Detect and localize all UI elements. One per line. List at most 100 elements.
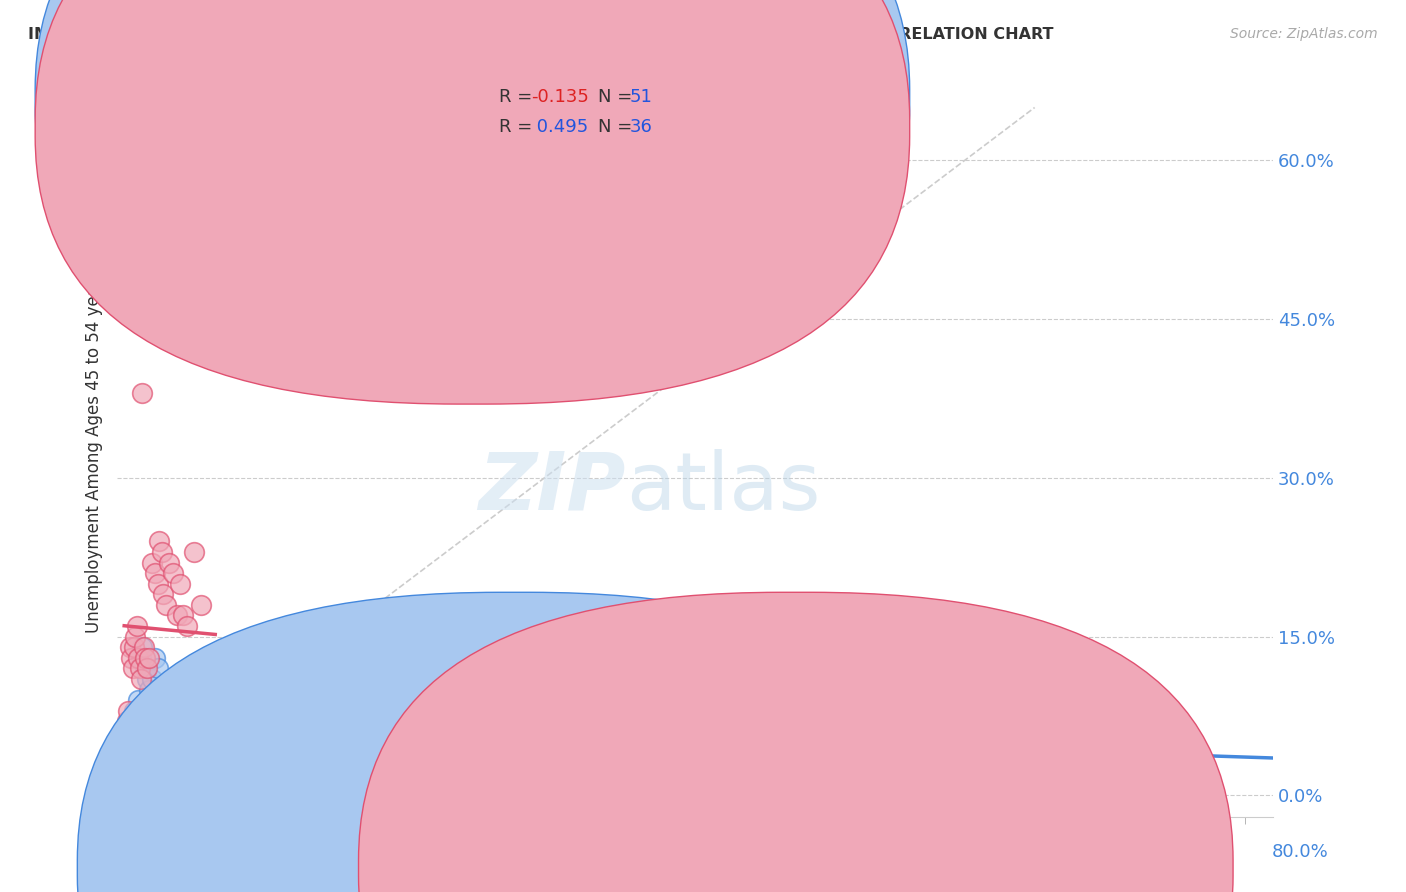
Text: 0.495: 0.495 bbox=[531, 118, 589, 136]
Point bbox=[309, 746, 332, 760]
Point bbox=[239, 756, 262, 771]
Point bbox=[121, 735, 143, 749]
Point bbox=[131, 640, 153, 655]
Point bbox=[115, 746, 138, 760]
Point bbox=[148, 693, 170, 707]
Point bbox=[128, 714, 150, 729]
Point bbox=[218, 735, 240, 749]
Point bbox=[211, 746, 233, 760]
Point bbox=[190, 746, 212, 760]
Point bbox=[176, 619, 198, 633]
Point bbox=[172, 608, 194, 623]
Text: R =: R = bbox=[499, 118, 538, 136]
Point bbox=[281, 746, 304, 760]
Point bbox=[114, 724, 136, 739]
Point bbox=[232, 714, 254, 729]
Point bbox=[117, 704, 139, 718]
Point bbox=[120, 714, 142, 729]
Point bbox=[122, 704, 145, 718]
Point bbox=[152, 587, 174, 601]
Text: N =: N = bbox=[598, 118, 637, 136]
Point bbox=[146, 576, 169, 591]
Point bbox=[121, 661, 143, 675]
Point bbox=[124, 630, 146, 644]
Point bbox=[150, 545, 173, 559]
Point bbox=[125, 724, 148, 739]
Point bbox=[129, 672, 152, 686]
Point bbox=[183, 735, 205, 749]
Point bbox=[114, 735, 136, 749]
Point bbox=[155, 693, 177, 707]
Point bbox=[157, 556, 180, 570]
Point bbox=[134, 661, 156, 675]
Point bbox=[422, 746, 444, 760]
Text: N =: N = bbox=[598, 88, 637, 106]
Text: 0.0%: 0.0% bbox=[91, 843, 136, 861]
Point bbox=[267, 735, 290, 749]
Point bbox=[143, 650, 166, 665]
Point bbox=[176, 724, 198, 739]
Point bbox=[121, 724, 143, 739]
Point bbox=[148, 534, 170, 549]
Text: atlas: atlas bbox=[626, 449, 820, 527]
Point bbox=[117, 724, 139, 739]
Point bbox=[197, 682, 219, 697]
Text: Source: ZipAtlas.com: Source: ZipAtlas.com bbox=[1230, 27, 1378, 41]
Point bbox=[204, 746, 226, 760]
Point bbox=[157, 682, 180, 697]
Point bbox=[394, 735, 416, 749]
Point bbox=[118, 735, 141, 749]
Point bbox=[122, 640, 145, 655]
Point bbox=[883, 735, 905, 749]
Point bbox=[204, 682, 226, 697]
Point bbox=[138, 682, 160, 697]
Point bbox=[118, 640, 141, 655]
Point bbox=[166, 608, 188, 623]
Text: R =: R = bbox=[499, 88, 538, 106]
Point bbox=[190, 598, 212, 612]
Point bbox=[1094, 756, 1116, 771]
Text: Immigrants from Philippines: Immigrants from Philippines bbox=[537, 859, 772, 877]
Point bbox=[117, 756, 139, 771]
Point bbox=[128, 661, 150, 675]
Text: 36: 36 bbox=[630, 118, 652, 136]
Point bbox=[172, 714, 194, 729]
Text: Welsh: Welsh bbox=[818, 859, 868, 877]
Text: IMMIGRANTS FROM PHILIPPINES VS WELSH UNEMPLOYMENT AMONG AGES 45 TO 54 YEARS CORR: IMMIGRANTS FROM PHILIPPINES VS WELSH UNE… bbox=[28, 27, 1053, 42]
Point bbox=[120, 650, 142, 665]
Point bbox=[366, 746, 388, 760]
Point bbox=[253, 735, 276, 749]
Point bbox=[225, 746, 247, 760]
Point bbox=[152, 704, 174, 718]
Point bbox=[124, 714, 146, 729]
Point bbox=[129, 650, 152, 665]
Point bbox=[995, 682, 1018, 697]
Point bbox=[197, 735, 219, 749]
Point bbox=[162, 566, 184, 581]
Point bbox=[155, 598, 177, 612]
Point bbox=[125, 619, 148, 633]
Point bbox=[135, 661, 157, 675]
Point bbox=[134, 650, 156, 665]
Point bbox=[143, 566, 166, 581]
Y-axis label: Unemployment Among Ages 45 to 54 years: Unemployment Among Ages 45 to 54 years bbox=[86, 269, 103, 633]
Text: 51: 51 bbox=[630, 88, 652, 106]
Text: ZIP: ZIP bbox=[478, 449, 626, 527]
Point bbox=[169, 704, 191, 718]
Point bbox=[162, 714, 184, 729]
Point bbox=[150, 682, 173, 697]
Point bbox=[132, 640, 155, 655]
Point bbox=[323, 735, 346, 749]
Point bbox=[120, 746, 142, 760]
Text: -0.135: -0.135 bbox=[531, 88, 589, 106]
Point bbox=[141, 672, 163, 686]
Point bbox=[218, 724, 240, 739]
Text: 80.0%: 80.0% bbox=[1272, 843, 1329, 861]
Point bbox=[183, 545, 205, 559]
Point bbox=[135, 672, 157, 686]
Point bbox=[127, 693, 149, 707]
Point bbox=[146, 661, 169, 675]
Point bbox=[127, 650, 149, 665]
Point bbox=[131, 386, 153, 401]
Point bbox=[141, 556, 163, 570]
